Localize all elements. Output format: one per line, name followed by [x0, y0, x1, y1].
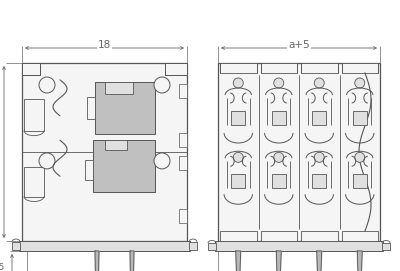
Text: 3,5: 3,5: [0, 263, 5, 271]
Circle shape: [154, 77, 170, 93]
Bar: [179, 156, 187, 170]
Bar: [272, 111, 286, 125]
Circle shape: [154, 153, 170, 169]
Bar: [179, 84, 187, 98]
Bar: [189, 242, 197, 250]
Circle shape: [355, 152, 365, 162]
Bar: [208, 243, 216, 250]
Bar: [342, 63, 378, 73]
Circle shape: [314, 78, 324, 88]
Bar: [87, 97, 95, 119]
Bar: [353, 174, 367, 188]
Bar: [19, 241, 190, 251]
Bar: [231, 111, 245, 125]
Bar: [165, 63, 187, 75]
Bar: [272, 174, 286, 188]
Bar: [301, 231, 338, 241]
Bar: [24, 166, 44, 196]
Polygon shape: [357, 251, 362, 271]
Bar: [92, 140, 154, 192]
Circle shape: [233, 78, 243, 88]
Bar: [342, 231, 378, 241]
Text: a+5: a+5: [288, 40, 310, 50]
Bar: [104, 140, 126, 150]
Polygon shape: [130, 251, 134, 271]
Text: 18: 18: [98, 40, 111, 50]
Bar: [220, 63, 256, 73]
Bar: [84, 160, 92, 180]
Circle shape: [39, 153, 55, 169]
Bar: [301, 63, 338, 73]
Bar: [22, 63, 187, 241]
Bar: [312, 111, 326, 125]
Bar: [12, 242, 20, 250]
Circle shape: [233, 152, 243, 162]
Bar: [231, 174, 245, 188]
Polygon shape: [236, 251, 241, 271]
Circle shape: [274, 152, 284, 162]
Bar: [95, 82, 155, 134]
Bar: [312, 174, 326, 188]
Bar: [22, 63, 40, 75]
Bar: [179, 133, 187, 147]
Bar: [24, 99, 44, 131]
Bar: [215, 241, 383, 251]
Bar: [179, 209, 187, 223]
Bar: [353, 111, 367, 125]
Polygon shape: [95, 251, 99, 271]
Circle shape: [355, 78, 365, 88]
Circle shape: [39, 77, 55, 93]
Bar: [218, 63, 380, 241]
Bar: [382, 243, 390, 250]
Circle shape: [314, 152, 324, 162]
Circle shape: [274, 78, 284, 88]
Polygon shape: [276, 251, 281, 271]
Bar: [260, 231, 297, 241]
Bar: [260, 63, 297, 73]
Bar: [105, 82, 133, 94]
Bar: [220, 231, 256, 241]
Polygon shape: [317, 251, 322, 271]
